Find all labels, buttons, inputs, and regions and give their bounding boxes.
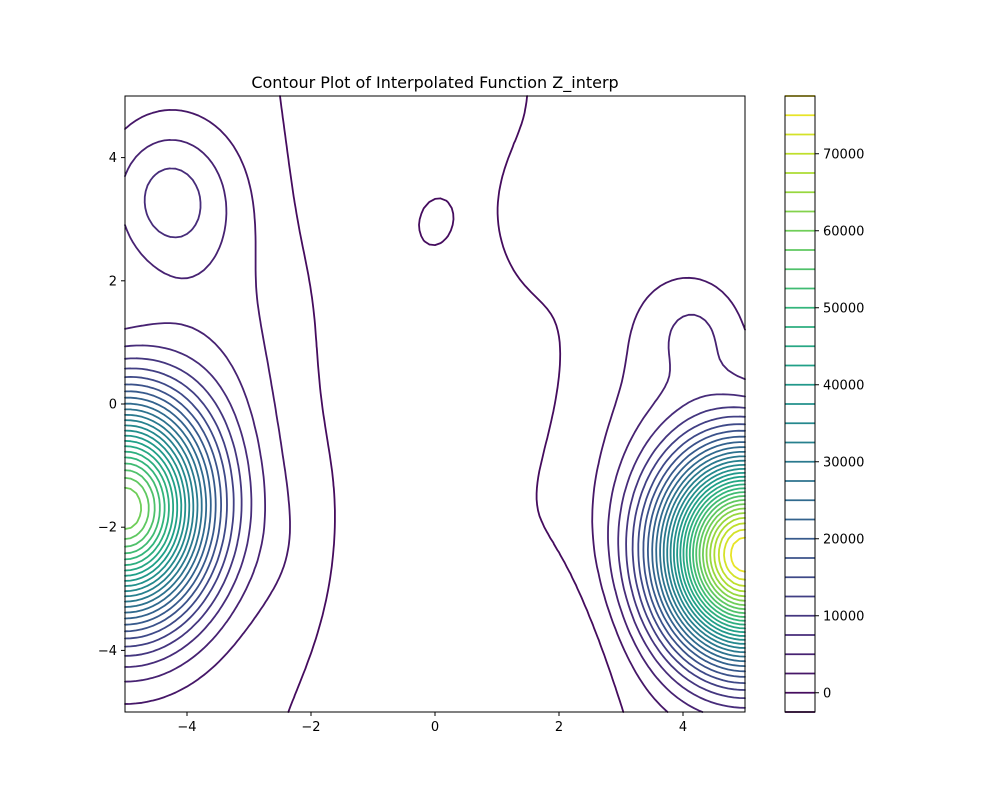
contour-level-19: [124, 445, 746, 630]
contour-level-28: [713, 517, 746, 593]
colorbar-tick-label: 30000: [823, 455, 864, 470]
colorbar-level-lines: [785, 95, 815, 713]
colorbar-tick-label: 60000: [823, 224, 864, 239]
x-tick-label: −4: [177, 720, 196, 735]
colorbar-tick-label: 40000: [823, 378, 864, 393]
contour-level-18: [124, 440, 746, 634]
chart-title: Contour Plot of Interpolated Function Z_…: [251, 73, 618, 93]
y-tick-label: −4: [98, 644, 117, 659]
colorbar-tick-label: 50000: [823, 301, 864, 316]
contour-level-17: [124, 434, 746, 637]
contour-level-6: [124, 367, 746, 691]
colorbar-tick-label: 0: [823, 686, 831, 701]
y-tick-label: 2: [109, 274, 117, 289]
x-tick-label: 2: [555, 720, 563, 735]
contour-level-25: [124, 486, 746, 606]
contour-level-29: [717, 522, 746, 587]
contour-level-2: [124, 109, 746, 713]
x-tick-label: 4: [679, 720, 687, 735]
contour-level-10: [124, 396, 746, 667]
contour-level-21: [124, 456, 746, 622]
x-tick-label: 0: [431, 720, 439, 735]
contour-level-13: [124, 414, 746, 654]
contour-level-15: [124, 424, 746, 645]
contour-level-7: [124, 376, 746, 684]
x-axis: −4 −2 0 2 4: [177, 712, 687, 735]
contour-level-26: [705, 507, 746, 602]
y-tick-label: 0: [109, 398, 117, 413]
contour-level-12: [124, 408, 746, 658]
plot-background: [125, 96, 745, 712]
contour-level-8: [124, 383, 746, 678]
contour-lines: [124, 95, 746, 713]
contour-level-20: [124, 450, 746, 626]
contour-level-27: [709, 512, 746, 598]
plot-area: −4 −2 0 2 4 −4 −2 0 2 4: [98, 95, 746, 735]
contour-level-9: [124, 390, 746, 673]
contour-level-22: [124, 462, 746, 618]
y-axis: −4 −2 0 2 4: [98, 151, 125, 659]
y-tick-label: −2: [98, 521, 117, 536]
y-tick-label: 4: [109, 151, 117, 166]
contour-level-23: [124, 469, 746, 614]
colorbar-frame: [784, 95, 816, 713]
contour-level-30: [723, 528, 746, 581]
x-tick-label: −2: [301, 720, 320, 735]
colorbar-tick-label: 10000: [823, 609, 864, 624]
colorbar-tick-label: 70000: [823, 147, 864, 162]
contour-level-24: [124, 477, 746, 610]
contour-level-16: [124, 429, 746, 641]
contour-level-3: [124, 139, 746, 713]
contour-level-14: [124, 419, 746, 649]
colorbar-tick-label: 20000: [823, 532, 864, 547]
contour-level-4: [124, 167, 746, 709]
colorbar-axis: 0 10000 20000 30000 40000 50000 60000 70000: [815, 147, 864, 701]
contour-level-31: [730, 536, 746, 573]
contour-level-5: [124, 357, 746, 699]
colorbar: 0 10000 20000 30000 40000 50000 60000 70000: [784, 95, 864, 713]
contour-level-11: [124, 402, 746, 663]
